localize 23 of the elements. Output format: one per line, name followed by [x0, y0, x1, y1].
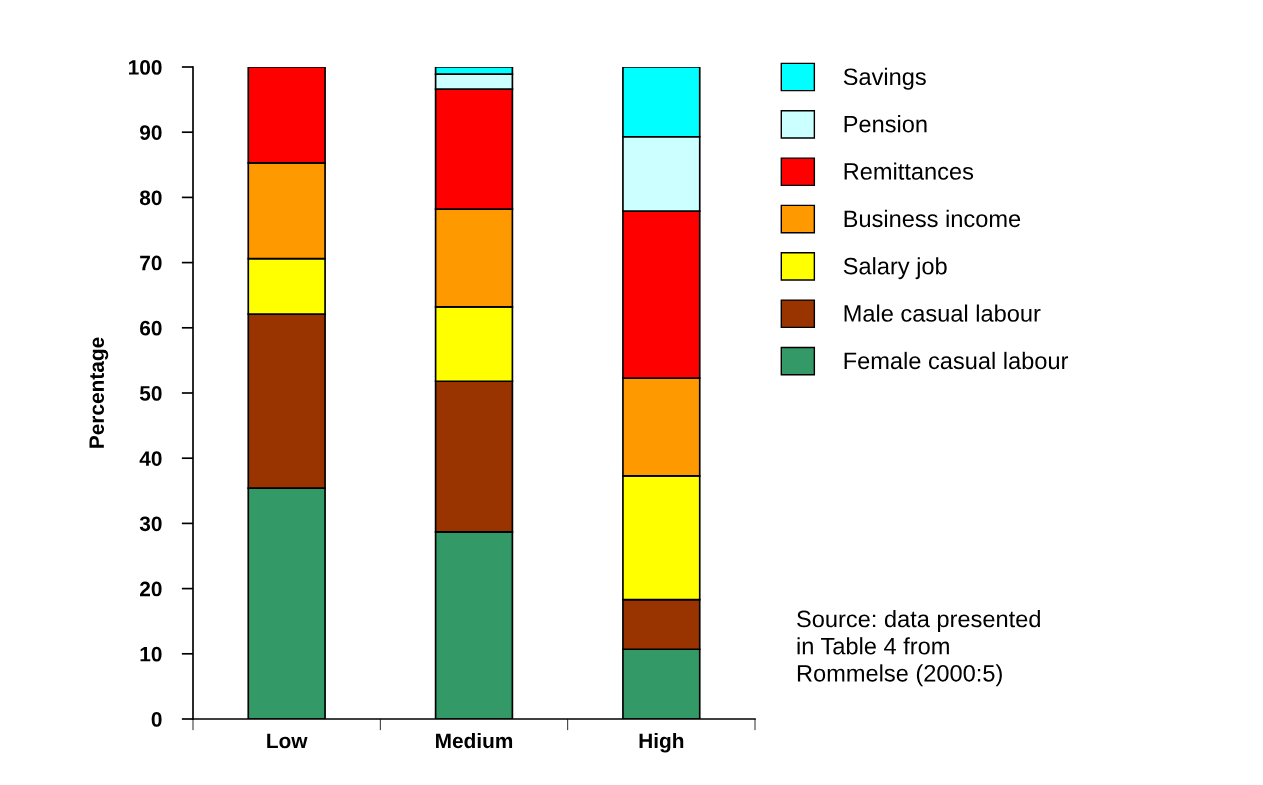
- y-tick-label: 60: [140, 320, 162, 336]
- y-tick-label: 30: [139, 516, 162, 532]
- y-axis-title: Percentage: [89, 337, 109, 448]
- legend-label: Savings: [843, 67, 926, 90]
- y-tick-label: 80: [139, 190, 162, 206]
- y-tick-label: 100: [129, 60, 162, 75]
- y-tick-label: 70: [140, 255, 162, 271]
- y-tick-label: 50: [139, 386, 162, 401]
- legend-label: Business income: [844, 209, 1021, 228]
- legend-label: Remittances: [844, 162, 974, 180]
- y-tick-label: 10: [140, 646, 162, 662]
- y-tick-label: 20: [140, 581, 162, 597]
- x-tick-label: Medium: [436, 732, 513, 749]
- source-note: Source: data presented in Table 4 from Rommelse (2000:5): [797, 610, 1040, 687]
- y-tick-label: 40: [139, 451, 162, 466]
- legend-label: Salary job: [843, 257, 947, 280]
- x-tick-label: High: [639, 732, 684, 753]
- y-tick-label: 0: [151, 712, 162, 727]
- legend-label: Female casual labour: [844, 351, 1069, 370]
- x-tick-label: Low: [267, 733, 308, 749]
- legend-label: Pension: [844, 115, 927, 133]
- y-tick-label: 90: [140, 125, 162, 140]
- legend-label: Male casual labour: [844, 304, 1041, 322]
